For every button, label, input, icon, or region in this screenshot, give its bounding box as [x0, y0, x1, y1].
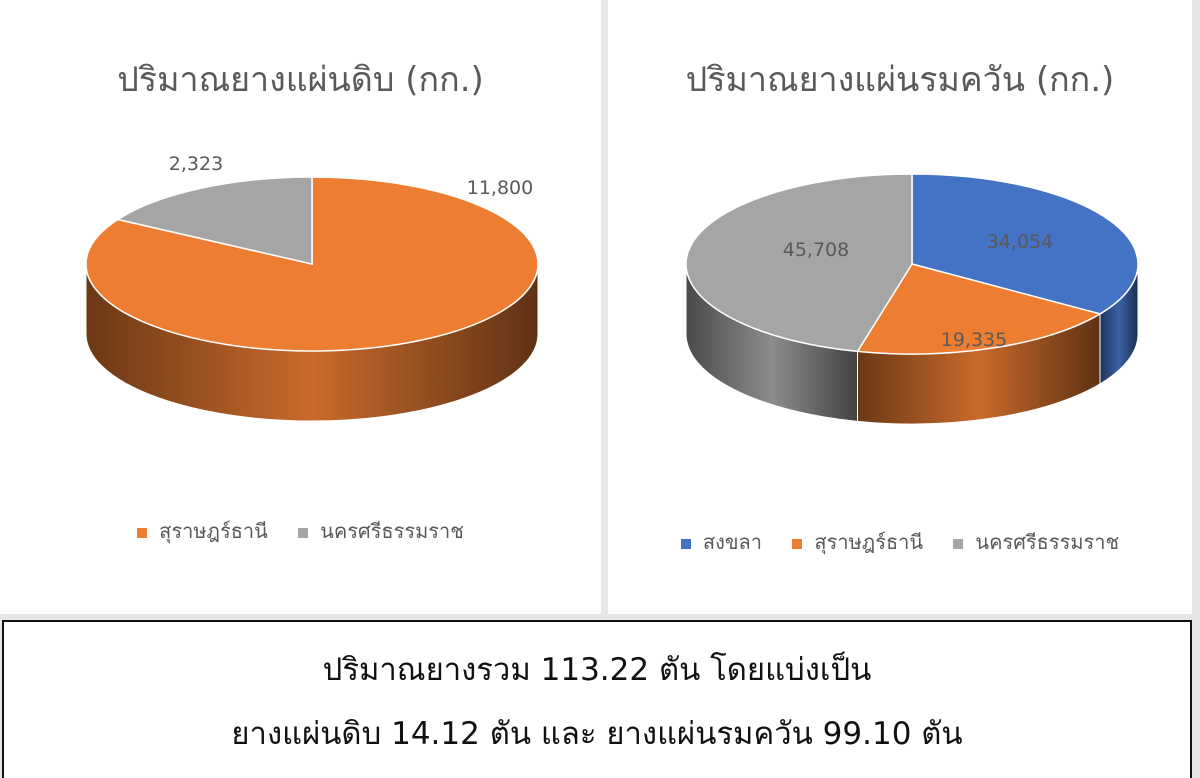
data-label: 45,708: [783, 239, 849, 261]
legend: สงขลา สุราษฎร์ธานี นครศรีธรรมราช: [608, 526, 1192, 558]
legend-item: สงขลา: [680, 526, 763, 558]
summary-line-2: ยางแผ่นดิบ 14.12 ตัน และ ยางแผ่นรมควัน 9…: [231, 716, 963, 752]
pie-chart-raw-rubber: 11,800 2,323: [85, 153, 539, 422]
legend: สุราษฎร์ธานี นครศรีธรรมราช: [0, 515, 601, 547]
data-label: 19,335: [941, 329, 1007, 351]
legend-swatch: [298, 527, 309, 538]
legend-swatch: [792, 538, 803, 549]
data-label: 11,800: [467, 177, 533, 199]
legend-item: นครศรีธรรมราช: [298, 515, 464, 547]
chart-title: ปริมาณยางแผ่นดิบ (กก.): [117, 60, 484, 100]
data-label: 34,054: [987, 231, 1053, 253]
legend-swatch: [680, 538, 691, 549]
legend-label: สุราษฎร์ธานี: [159, 519, 268, 543]
legend-label: นครศรีธรรมราช: [975, 530, 1120, 554]
legend-item: นครศรีธรรมราช: [953, 526, 1119, 558]
data-label: 2,323: [169, 153, 223, 175]
legend-item: สุราษฎร์ธานี: [792, 526, 923, 558]
chart-title: ปริมาณยางแผ่นรมควัน (กก.): [685, 60, 1115, 100]
legend-swatch: [953, 538, 964, 549]
pie-slice: [115, 176, 313, 265]
legend-swatch: [137, 527, 148, 538]
chart-panel-raw-rubber: ปริมาณยางแผ่นดิบ (กก.) 11,800 2,323 สุราษ…: [0, 0, 601, 614]
legend-label: สงขลา: [702, 530, 763, 554]
pie-slice: [685, 173, 913, 353]
legend-label: สุราษฎร์ธานี: [814, 530, 924, 554]
summary-box: ปริมาณยางรวม 113.22 ตัน โดยแบ่งเป็น ยางแ…: [2, 620, 1192, 778]
chart-panel-smoked-rubber: ปริมาณยางแผ่นรมควัน (กก.) 34,054 19,335 45…: [608, 0, 1192, 614]
pie-chart-smoked-rubber: 34,054 19,335 45,708: [685, 173, 1139, 425]
pie-slice: [856, 263, 1102, 355]
legend-label: นครศรีธรรมราช: [320, 519, 464, 543]
legend-item: สุราษฎร์ธานี: [137, 515, 268, 547]
summary-line-1: ปริมาณยางรวม 113.22 ตัน โดยแบ่งเป็น: [322, 652, 872, 688]
